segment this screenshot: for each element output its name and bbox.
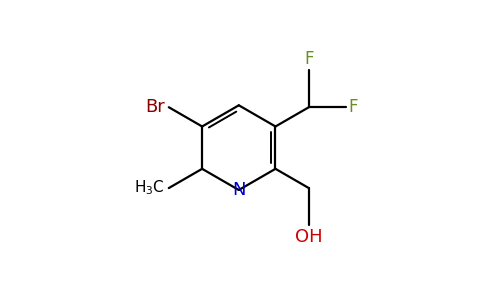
Text: Br: Br (145, 98, 165, 116)
Text: N: N (232, 181, 245, 199)
Text: OH: OH (295, 228, 323, 246)
Text: F: F (304, 50, 314, 68)
Text: H$_3$C: H$_3$C (134, 179, 165, 197)
Text: F: F (349, 98, 358, 116)
